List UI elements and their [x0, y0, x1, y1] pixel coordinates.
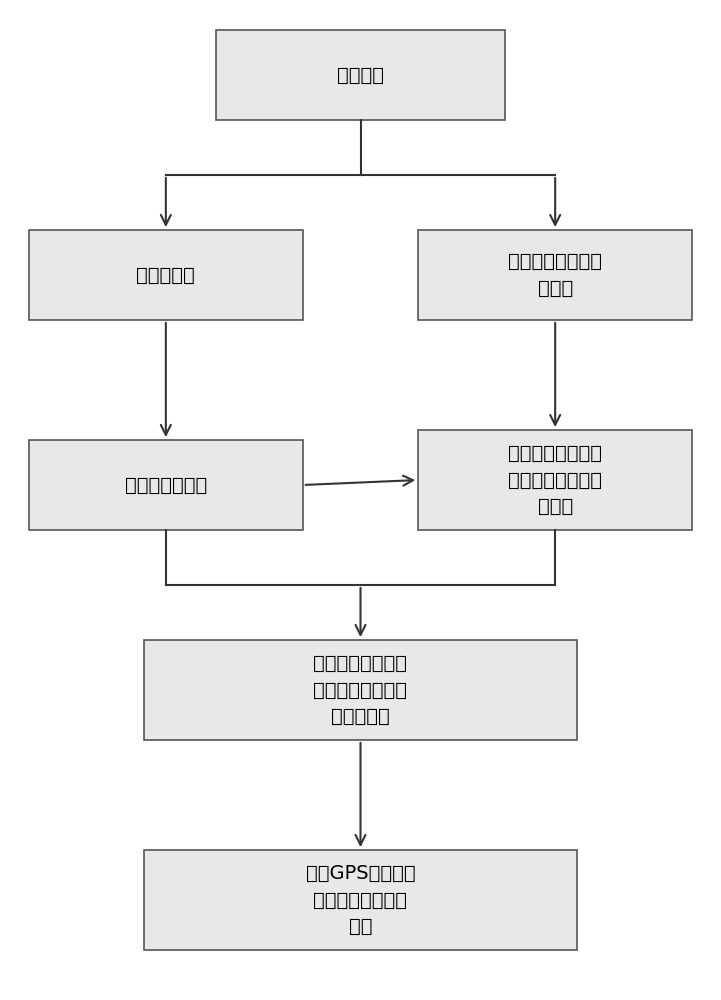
Text: 结合GPS信息与车
道信息实现车道级
定位: 结合GPS信息与车 道信息实现车道级 定位	[306, 864, 415, 936]
FancyBboxPatch shape	[216, 30, 505, 120]
Text: 车道线检测: 车道线检测	[136, 265, 195, 284]
Text: 多目标车辆的检测
与跟踪: 多目标车辆的检测 与跟踪	[508, 252, 602, 298]
FancyBboxPatch shape	[29, 440, 303, 530]
Text: 视频输入: 视频输入	[337, 66, 384, 85]
Text: 确定前方车辆与本
车车道线的相对位
置关系: 确定前方车辆与本 车车道线的相对位 置关系	[508, 444, 602, 516]
FancyBboxPatch shape	[144, 850, 577, 950]
FancyBboxPatch shape	[144, 640, 577, 740]
FancyBboxPatch shape	[29, 230, 303, 320]
FancyBboxPatch shape	[418, 430, 692, 530]
Text: 本车车道线确定: 本车车道线确定	[125, 476, 207, 494]
FancyBboxPatch shape	[418, 230, 692, 320]
Text: 结合车道线信息与
车辆信息确定本车
的车道位置: 结合车道线信息与 车辆信息确定本车 的车道位置	[314, 654, 407, 726]
